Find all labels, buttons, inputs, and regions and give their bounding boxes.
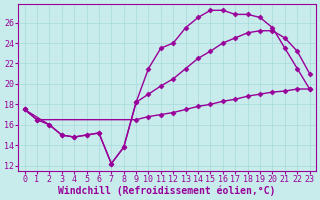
X-axis label: Windchill (Refroidissement éolien,°C): Windchill (Refroidissement éolien,°C) bbox=[58, 185, 276, 196]
